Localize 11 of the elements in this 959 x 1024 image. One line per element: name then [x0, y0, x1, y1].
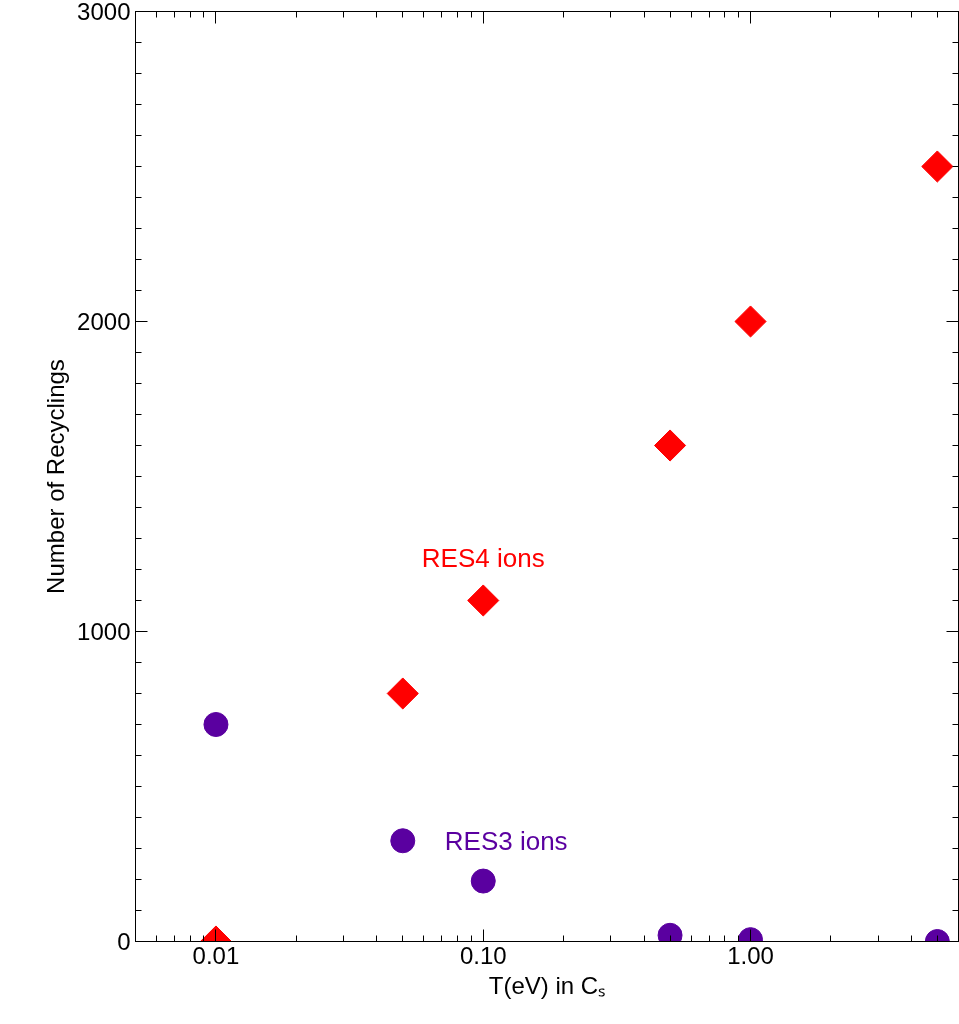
x-tick-label: 1.00: [727, 941, 774, 969]
series-label: RES4 ions: [421, 542, 545, 573]
y-tick-label: 3000: [77, 0, 131, 25]
y-tick-label: 1000: [77, 618, 131, 645]
x-tick-label: 0.10: [459, 941, 507, 969]
y-tick-label: 2000: [77, 308, 131, 335]
series-label: RES3 ions: [444, 825, 568, 856]
x-tick-label: 0.01: [192, 941, 240, 969]
y-tick-label: 0: [117, 928, 131, 955]
x-axis-title: T(eV) in Cₛ: [488, 971, 606, 999]
y-axis-title: Number of Recyclings: [42, 359, 70, 594]
